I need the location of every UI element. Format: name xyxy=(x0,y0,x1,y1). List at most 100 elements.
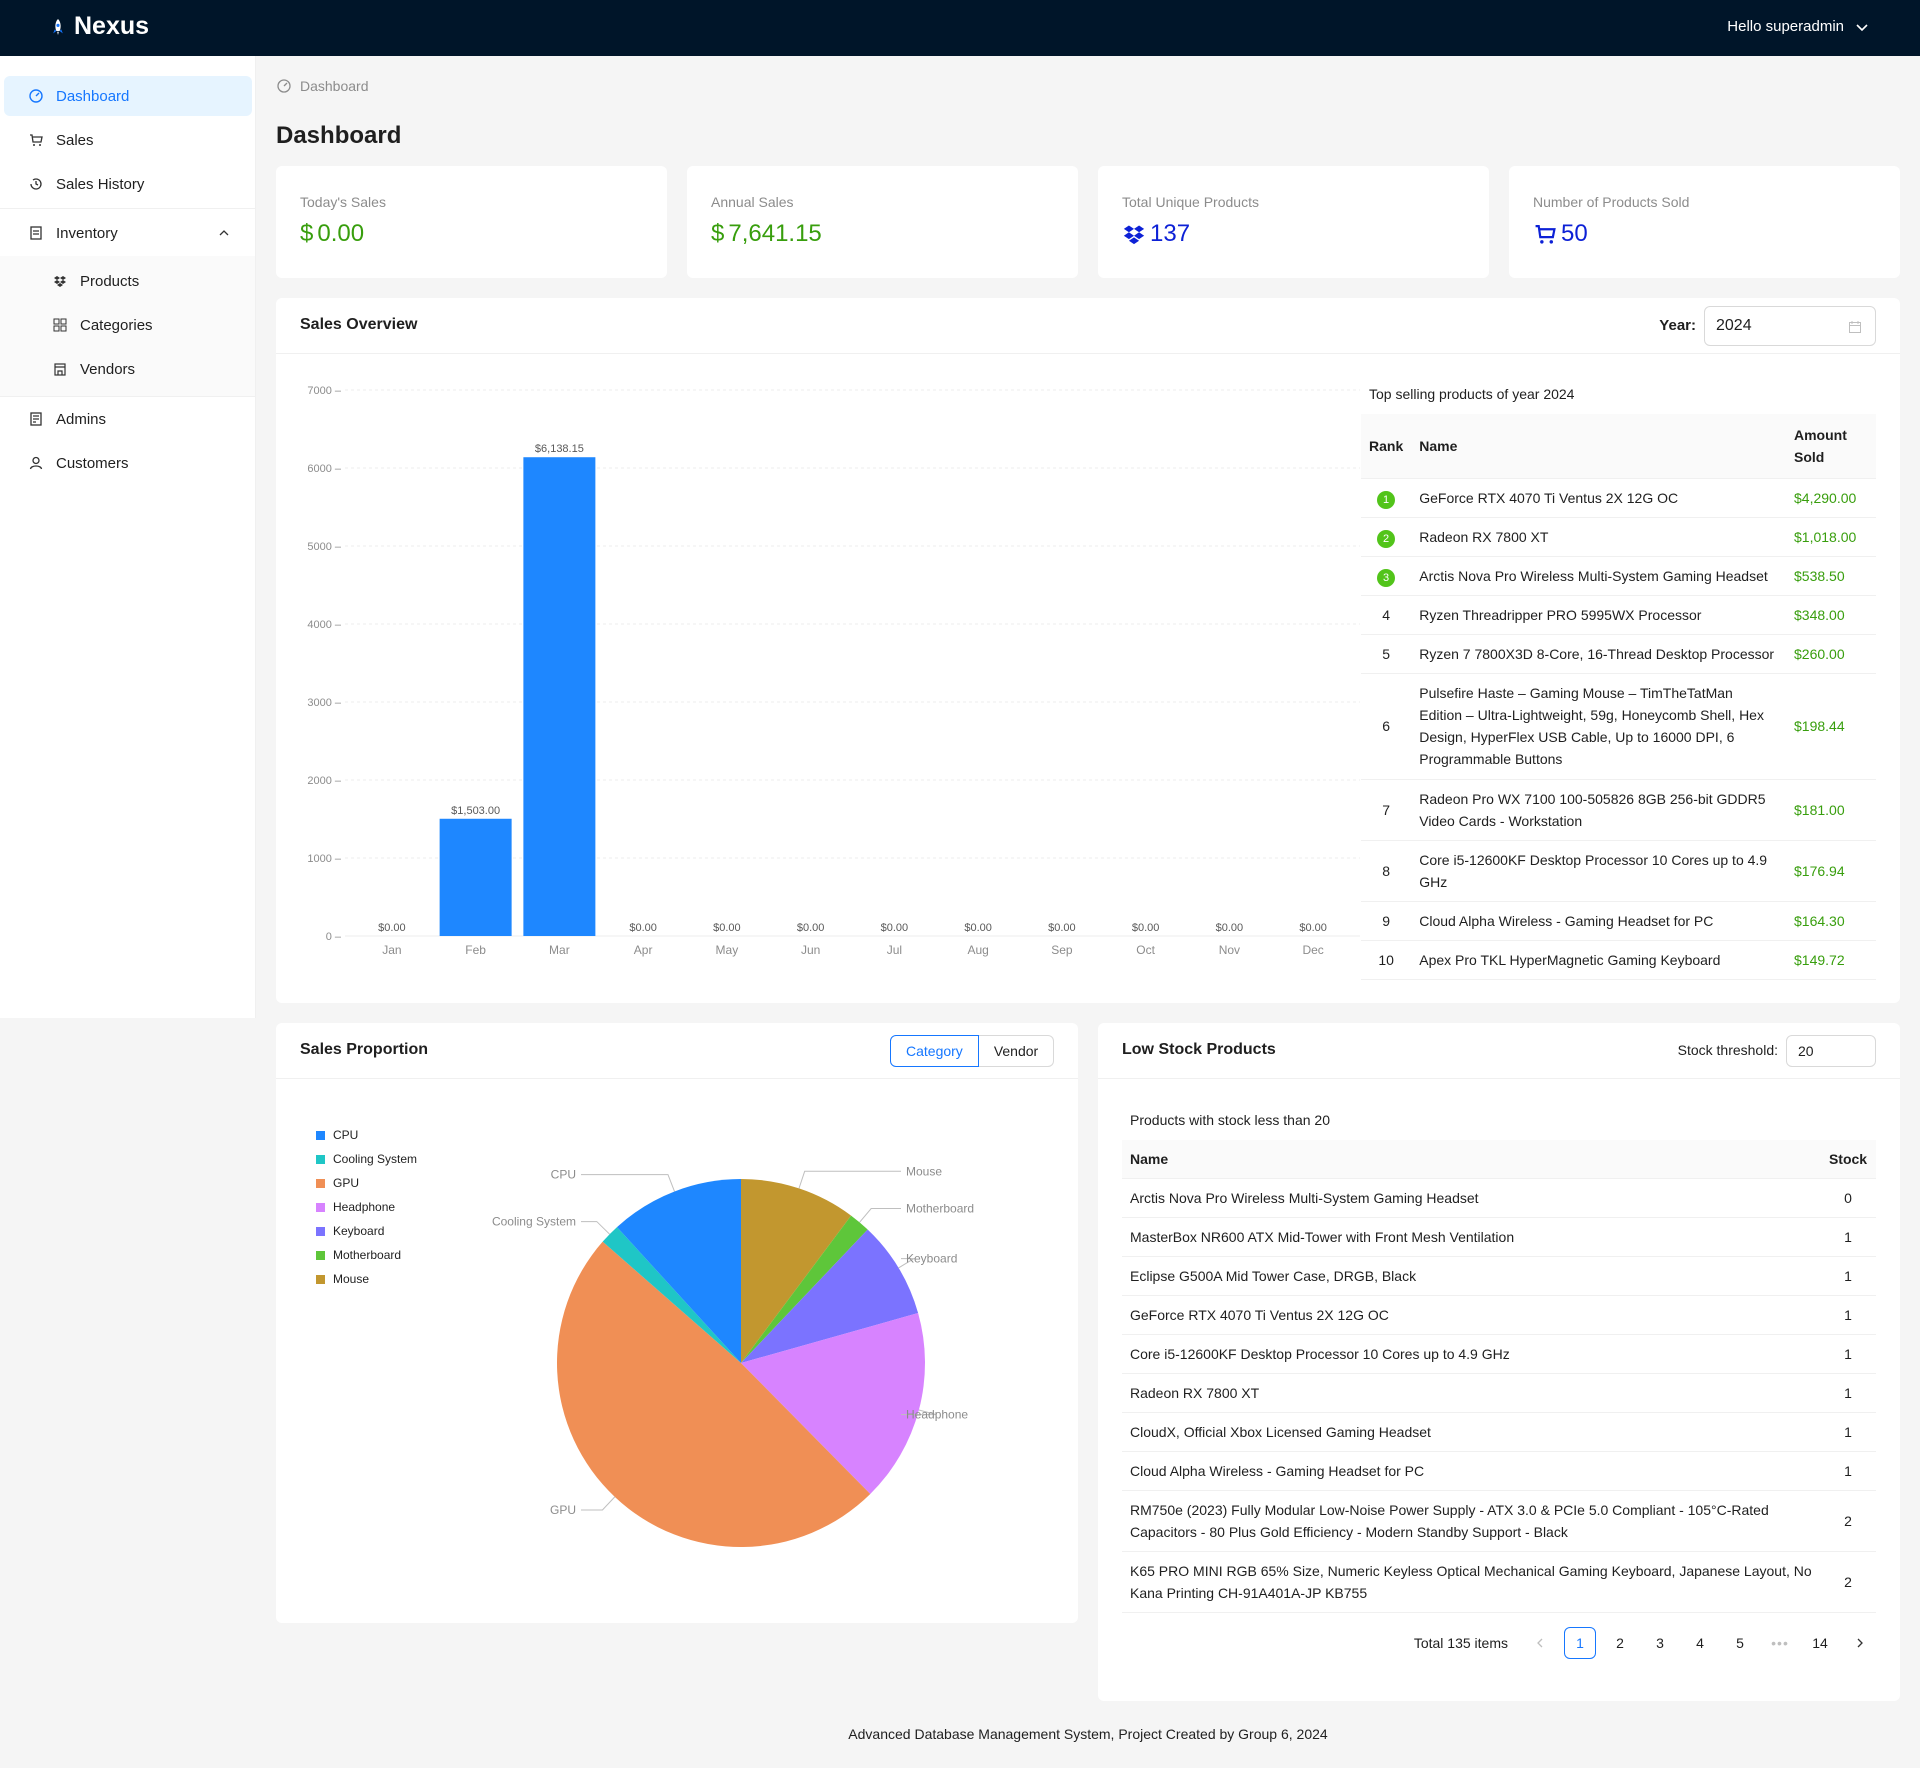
breadcrumb-current[interactable]: Dashboard xyxy=(300,78,369,94)
product-name-cell: RM750e (2023) Fully Modular Low-Noise Po… xyxy=(1122,1490,1820,1552)
page-button-last[interactable]: 14 xyxy=(1812,1635,1828,1651)
legend-label: Cooling System xyxy=(333,1152,418,1166)
product-name-cell: GeForce RTX 4070 Ti Ventus 2X 12G OC xyxy=(1122,1295,1820,1335)
low-stock-card: Low Stock Products Stock threshold: 20 P… xyxy=(1098,1023,1900,1701)
table-row[interactable]: CloudX, Official Xbox Licensed Gaming He… xyxy=(1122,1412,1876,1452)
sales-overview-card: Sales Overview Year: 2024 0 – 1000 – 2000 … xyxy=(276,298,1900,1003)
legend-item[interactable]: Motherboard xyxy=(316,1243,417,1267)
sidebar-item-vendors[interactable]: Vendors xyxy=(4,349,252,389)
bar[interactable] xyxy=(439,818,512,936)
tab-vendor[interactable]: Vendor xyxy=(978,1035,1055,1067)
table-row[interactable]: MasterBox NR600 ATX Mid-Tower with Front… xyxy=(1122,1217,1876,1257)
rank-cell: 8 xyxy=(1382,862,1391,879)
threshold-input[interactable]: 20 xyxy=(1786,1035,1876,1067)
table-row[interactable]: 8 Core i5-12600KF Desktop Processor 10 Co… xyxy=(1361,840,1876,902)
sidebar-item-categories[interactable]: Categories xyxy=(4,305,252,345)
pie-slice[interactable] xyxy=(741,1313,925,1494)
table-row[interactable]: 1 GeForce RTX 4070 Ti Ventus 2X 12G OC $4,… xyxy=(1361,478,1876,518)
stat-label: Today's Sales xyxy=(300,194,386,210)
y-tick-label: 4000 – xyxy=(307,619,342,631)
legend-item[interactable]: GPU xyxy=(316,1171,417,1195)
sidebar-item-products[interactable]: Products xyxy=(4,261,252,301)
page-button-4[interactable]: 4 xyxy=(1696,1635,1704,1651)
table-row[interactable]: 10 Apex Pro TKL HyperMagnetic Gaming Keyb… xyxy=(1361,940,1876,980)
year-value: 2024 xyxy=(1716,317,1752,334)
table-row[interactable]: Radeon RX 7800 XT 1 xyxy=(1122,1373,1876,1413)
legend-swatch xyxy=(316,1274,325,1284)
rocket-icon xyxy=(50,18,66,35)
sidebar-item-dashboard[interactable]: Dashboard xyxy=(4,76,252,116)
brand[interactable]: Nexus xyxy=(50,12,149,41)
sidebar-item-sales-history[interactable]: Sales History xyxy=(4,164,252,204)
table-row[interactable]: K65 PRO MINI RGB 65% Size, Numeric Keyle… xyxy=(1122,1551,1876,1613)
legend-swatch xyxy=(316,1202,325,1212)
legend-item[interactable]: CPU xyxy=(316,1123,417,1147)
prev-page-button[interactable] xyxy=(1524,1627,1556,1659)
sidebar-item-label: Admins xyxy=(56,410,107,428)
card-title: Sales Overview xyxy=(300,316,418,333)
page-button-5[interactable]: 5 xyxy=(1736,1635,1744,1651)
product-name-cell: Ryzen 7 7800X3D 8-Core, 16-Thread Deskto… xyxy=(1411,634,1786,674)
pie-slice[interactable] xyxy=(556,1241,871,1548)
page-button-3[interactable]: 3 xyxy=(1656,1635,1664,1651)
table-row[interactable]: 2 Radeon RX 7800 XT $1,018.00 xyxy=(1361,517,1876,557)
amount-cell: $164.30 xyxy=(1786,901,1876,941)
stock-cell: 1 xyxy=(1820,1373,1876,1413)
legend-item[interactable]: Headphone xyxy=(316,1195,417,1219)
tab-category[interactable]: Category xyxy=(890,1035,979,1067)
column-header-stock[interactable]: Stock xyxy=(1820,1140,1876,1179)
column-header-rank[interactable]: Rank xyxy=(1361,414,1412,479)
sidebar-item-label: Customers xyxy=(56,454,129,472)
table-row[interactable]: 7 Radeon Pro WX 7100 100-505826 8GB 256-b… xyxy=(1361,779,1876,841)
chevron-right-icon xyxy=(1857,1638,1863,1648)
page-button-1[interactable]: 1 xyxy=(1564,1627,1596,1659)
table-row[interactable]: 3 Arctis Nova Pro Wireless Multi-System G… xyxy=(1361,556,1876,596)
table-row[interactable]: Cloud Alpha Wireless - Gaming Headset fo… xyxy=(1122,1451,1876,1491)
table-row[interactable]: Eclipse G500A Mid Tower Case, DRGB, Blac… xyxy=(1122,1256,1876,1296)
table-row[interactable]: 9 Cloud Alpha Wireless - Gaming Headset f… xyxy=(1361,901,1876,941)
user-menu[interactable]: Hello superadmin xyxy=(1727,18,1870,35)
jump-next-button[interactable]: ••• xyxy=(1771,1635,1789,1651)
sidebar-item-label: Categories xyxy=(80,316,153,334)
pie-slice[interactable] xyxy=(616,1179,741,1363)
x-tick-label: Oct xyxy=(1136,943,1155,957)
table-row[interactable]: Arctis Nova Pro Wireless Multi-System Ga… xyxy=(1122,1178,1876,1218)
table-row[interactable]: 5 Ryzen 7 7800X3D 8-Core, 16-Thread Deskt… xyxy=(1361,634,1876,674)
bar[interactable] xyxy=(523,457,596,936)
pie-slice[interactable] xyxy=(602,1227,741,1363)
year-picker[interactable]: 2024 xyxy=(1704,306,1876,346)
pie-slice[interactable] xyxy=(741,1179,852,1363)
table-row[interactable]: 6 Pulsefire Haste – Gaming Mouse – TimThe… xyxy=(1361,673,1876,780)
y-tick-label: 0 – xyxy=(326,931,342,943)
pie-slice-label: Mouse xyxy=(906,1164,942,1178)
column-header-name[interactable]: Name xyxy=(1122,1140,1820,1179)
table-row[interactable]: GeForce RTX 4070 Ti Ventus 2X 12G OC 1 xyxy=(1122,1295,1876,1335)
table-row[interactable]: 4 Ryzen Threadripper PRO 5995WX Processor… xyxy=(1361,595,1876,635)
sidebar-item-admins[interactable]: Admins xyxy=(4,399,252,439)
pie-slice[interactable] xyxy=(741,1215,868,1363)
legend-item[interactable]: Keyboard xyxy=(316,1219,417,1243)
sidebar-item-customers[interactable]: Customers xyxy=(4,443,252,483)
card-header: Sales Overview Year: 2024 xyxy=(276,298,1900,354)
page-button-2[interactable]: 2 xyxy=(1616,1635,1624,1651)
product-name-cell: MasterBox NR600 ATX Mid-Tower with Front… xyxy=(1122,1217,1820,1257)
legend-item[interactable]: Mouse xyxy=(316,1267,417,1291)
sidebar-item-label: Dashboard xyxy=(56,87,130,105)
table-row[interactable]: RM750e (2023) Fully Modular Low-Noise Po… xyxy=(1122,1490,1876,1552)
sidebar-item-label: Products xyxy=(80,272,140,290)
product-name-cell: Apex Pro TKL HyperMagnetic Gaming Keyboa… xyxy=(1411,940,1786,980)
column-header-amount[interactable]: Amount Sold xyxy=(1786,414,1876,479)
stat-value: $ 7,641.15 xyxy=(711,220,822,248)
x-tick-label: Sep xyxy=(1051,943,1073,957)
bar-data-label: $0.00 xyxy=(629,922,657,934)
product-name-cell: Arctis Nova Pro Wireless Multi-System Ga… xyxy=(1411,556,1786,596)
column-header-name[interactable]: Name xyxy=(1411,414,1786,479)
table-row[interactable]: Core i5-12600KF Desktop Processor 10 Cor… xyxy=(1122,1334,1876,1374)
next-page-button[interactable] xyxy=(1844,1627,1876,1659)
sidebar-item-inventory[interactable]: Inventory xyxy=(4,213,252,253)
sidebar-item-sales[interactable]: Sales xyxy=(4,120,252,160)
legend-item[interactable]: Cooling System xyxy=(316,1147,417,1171)
legend-swatch xyxy=(316,1154,325,1164)
breadcrumb: Dashboard xyxy=(276,78,369,94)
pie-slice[interactable] xyxy=(741,1229,919,1363)
